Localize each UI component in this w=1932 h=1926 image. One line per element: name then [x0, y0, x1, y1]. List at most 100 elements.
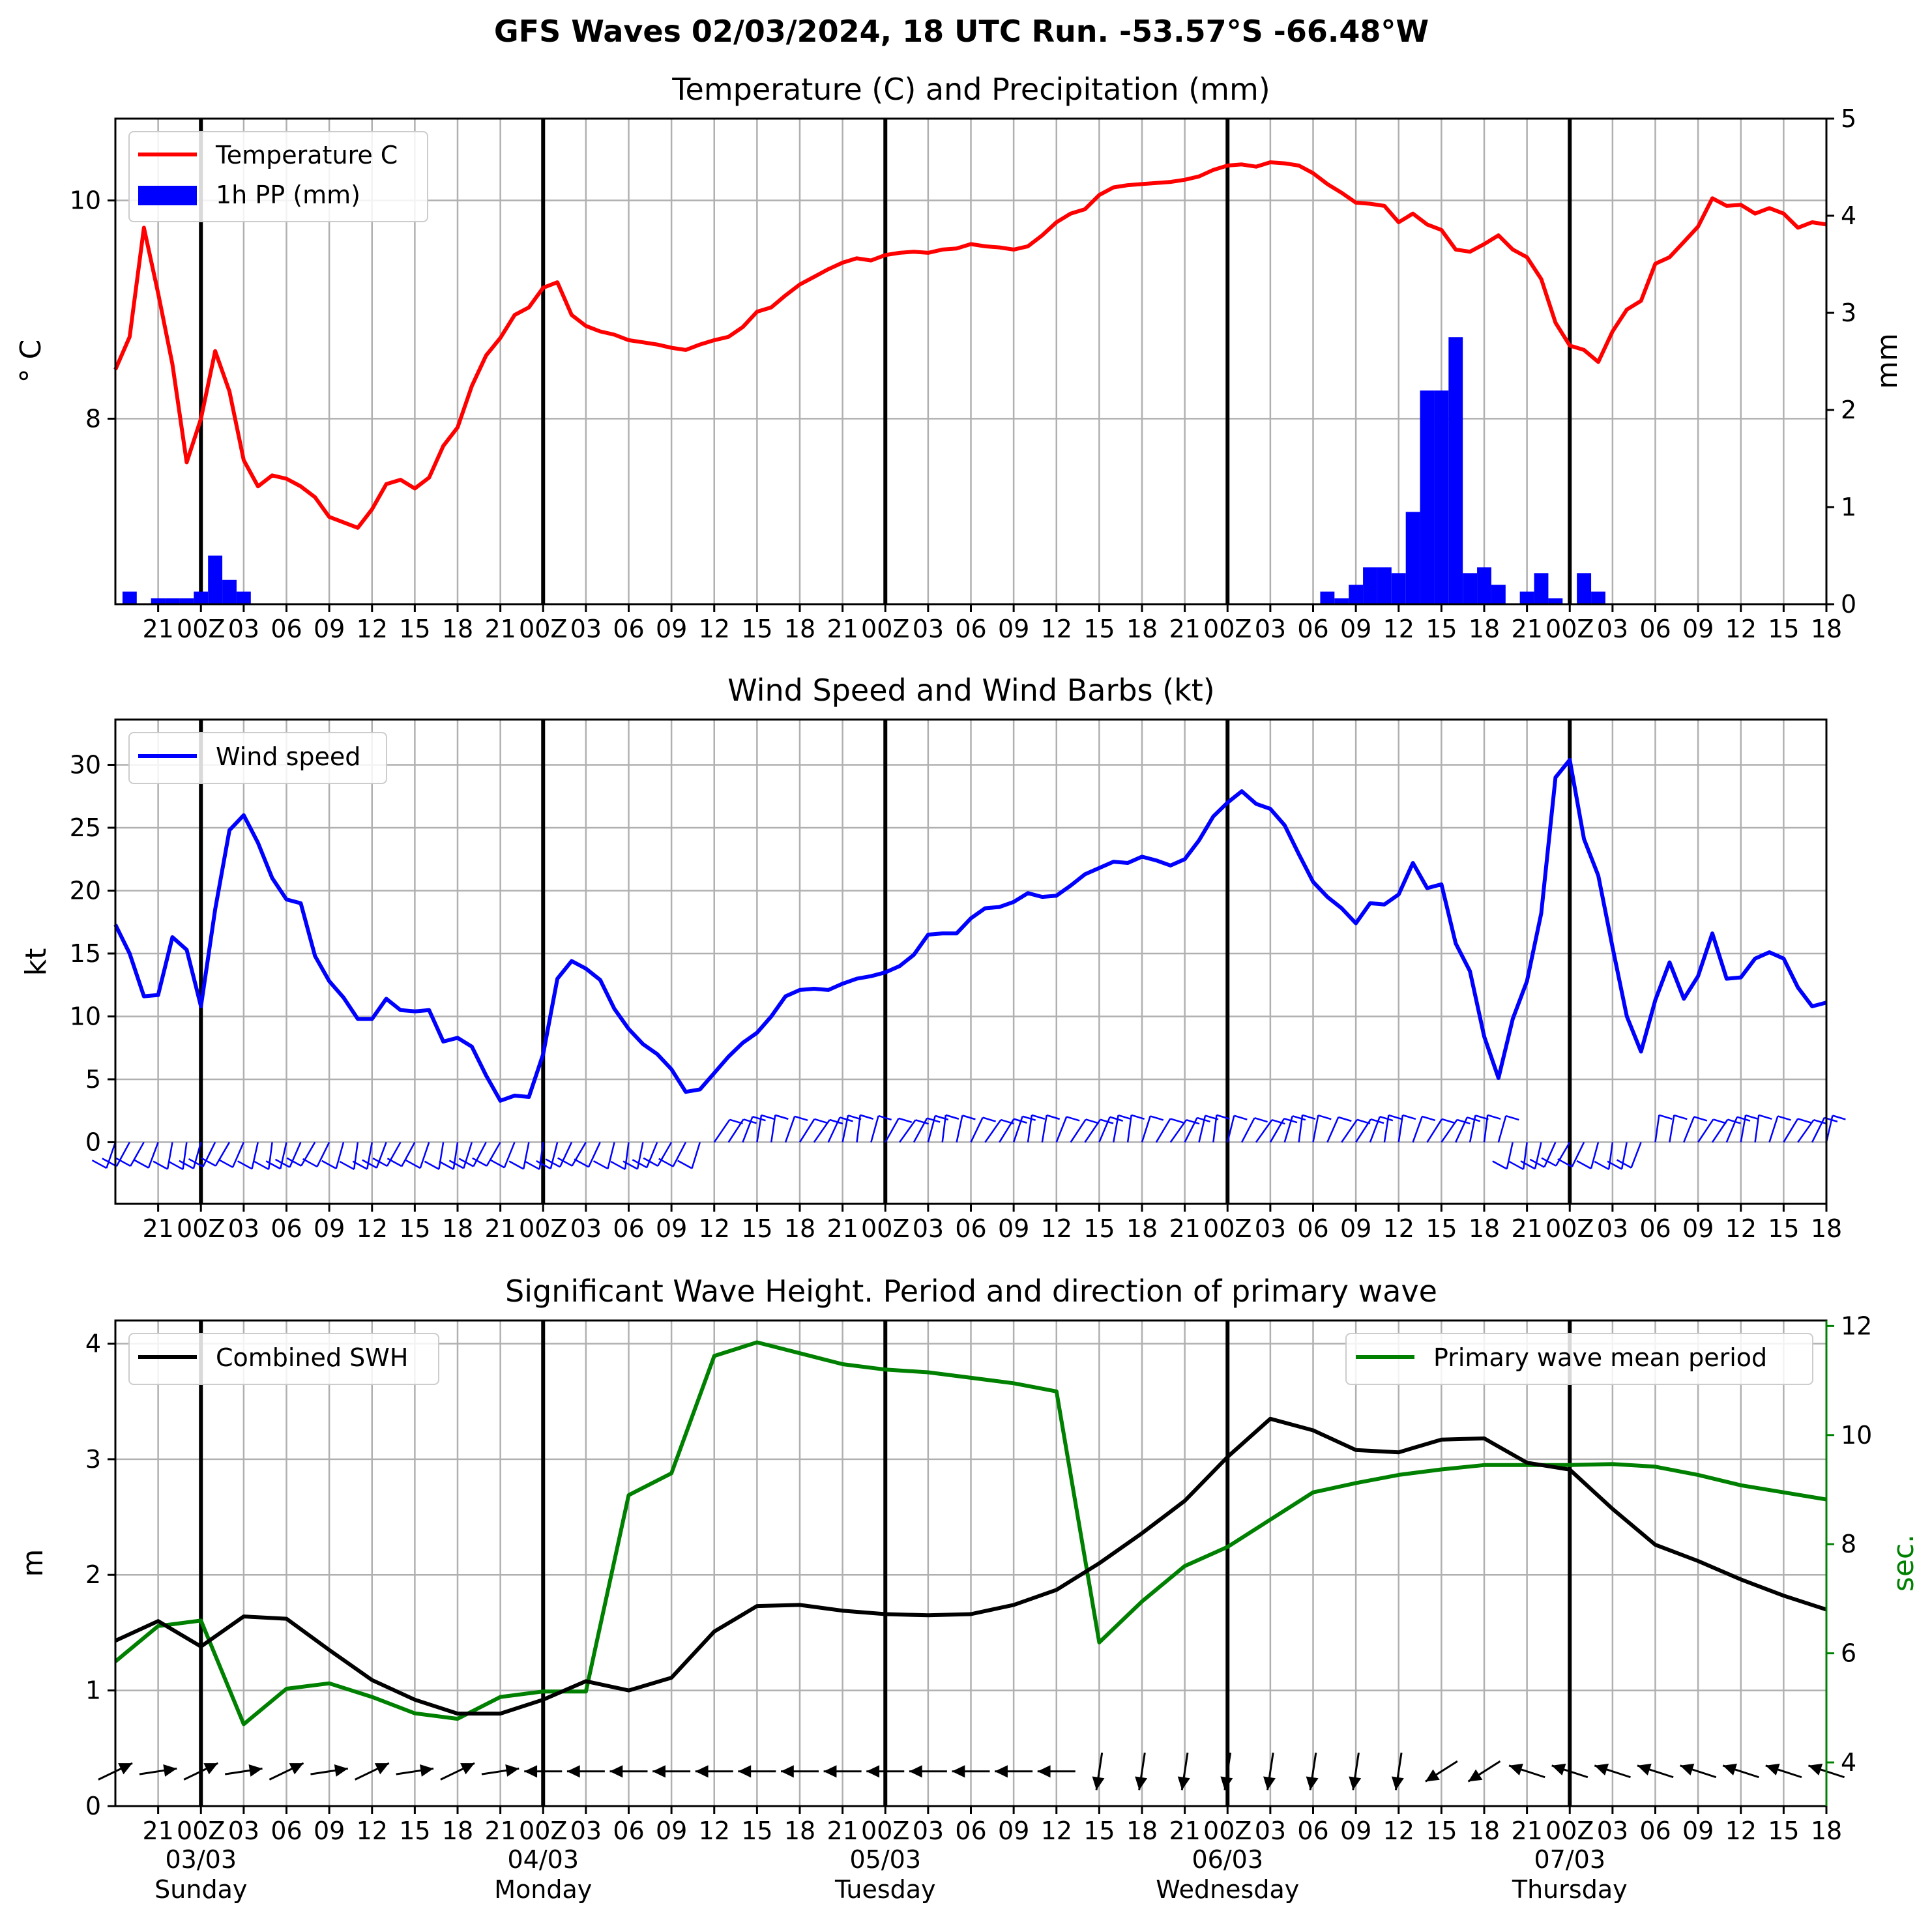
wind-barb-flag [945, 1114, 959, 1120]
wind-barb-staff [1341, 1119, 1358, 1143]
wind-barb-staff [280, 1142, 287, 1169]
x-tick-label: 21 [1169, 615, 1200, 643]
x-tick-label: 15 [1426, 1214, 1457, 1243]
y-tick-label: 30 [70, 750, 101, 779]
wave-direction-arrow [1220, 1752, 1233, 1790]
panel-temperature: Temperature (C) and Precipitation (mm) 8… [14, 72, 1904, 643]
wind-barbs [91, 1114, 1846, 1171]
wind-barb-staff [130, 1141, 145, 1167]
x-tick-label: 18 [1811, 615, 1842, 643]
wind-barb-staff [251, 1142, 259, 1169]
wave-direction-arrow [1037, 1765, 1076, 1778]
wind-barb-flag [321, 1160, 337, 1169]
wind-barb-flag [1797, 1118, 1811, 1124]
precip-bar [1377, 567, 1392, 604]
wind-barb-staff [587, 1141, 601, 1168]
wind-barb-staff [214, 1141, 231, 1167]
x-tick-label: 09 [998, 1214, 1029, 1243]
wind-barb-staff [267, 1142, 273, 1170]
wave-direction-arrow [1391, 1752, 1404, 1790]
date-label: 04/03 [507, 1845, 579, 1874]
wind-barb-flag [643, 1157, 658, 1167]
wave-direction-arrow [139, 1764, 177, 1777]
temp-y-axis-label: ° C [14, 340, 48, 383]
x-tick-label: 12 [1725, 1214, 1757, 1243]
x-tick-label: 21 [142, 1214, 173, 1243]
wind-barb-flag [1492, 1160, 1508, 1170]
wave-arrow-head [524, 1765, 538, 1778]
wind-barb-staff [657, 1141, 673, 1167]
wave-arrow-head [738, 1765, 752, 1778]
wind-barb-flag [1736, 1116, 1751, 1122]
y2-tick-label: 6 [1841, 1639, 1856, 1668]
precip-bar [208, 555, 223, 604]
wind-barb-staff [522, 1142, 530, 1169]
wind-barb-flag [1186, 1118, 1200, 1125]
wave-arrow-head [334, 1764, 348, 1777]
x-tick-label: 18 [442, 615, 473, 643]
x-tick-label: 15 [741, 1214, 772, 1243]
x-tick-label: 21 [1169, 1214, 1200, 1243]
wind-barb-flag [935, 1115, 949, 1121]
wave-arrow-head [1037, 1765, 1051, 1778]
wind-barb-staff [1697, 1118, 1714, 1143]
y2-tick-label: 12 [1841, 1311, 1872, 1340]
wind-barb-staff [486, 1141, 501, 1167]
wave-arrow-head [1637, 1763, 1652, 1776]
wind-barb-staff [842, 1115, 849, 1143]
wave-arrow-head [460, 1763, 475, 1775]
wave-direction-arrow [609, 1765, 648, 1778]
wind-barb-staff [115, 1141, 130, 1167]
wave-direction-arrow [354, 1762, 390, 1781]
precip-bar [1463, 573, 1478, 604]
precip-bar [1491, 585, 1506, 604]
x-tick-label: 12 [357, 1214, 388, 1243]
wind-barb-flag [878, 1115, 892, 1121]
x-tick-label: 18 [784, 615, 815, 643]
wind-barb-flag [115, 1157, 131, 1167]
x-tick-label: 15 [1083, 615, 1115, 643]
swh-legend-label: Combined SWH [216, 1343, 408, 1372]
x-tick-label: 21 [484, 1214, 516, 1243]
wave-direction-arrow [781, 1765, 819, 1778]
precip-bar [1420, 390, 1435, 604]
wind-barb-flag [1216, 1114, 1230, 1120]
x-tick-label: 00Z [1203, 1817, 1251, 1845]
wave-arrow-head [995, 1765, 1008, 1778]
wave-direction-arrow [1637, 1763, 1674, 1779]
precip-bar [222, 579, 237, 604]
wind-barb-staff [1620, 1142, 1628, 1169]
wind-barb-flag [1541, 1157, 1557, 1167]
weekday-label: Sunday [154, 1875, 247, 1904]
x-tick-label: 18 [442, 1214, 473, 1243]
wave-direction-arrow [1508, 1763, 1545, 1779]
y-tick-label: 5 [85, 1065, 101, 1094]
wind-barb-flag [405, 1160, 421, 1169]
weekday-label: Monday [494, 1875, 592, 1904]
precip-bars [122, 337, 1605, 604]
x-tick-label: 18 [1811, 1214, 1842, 1243]
date-label: 05/03 [849, 1845, 921, 1874]
wind-x-ticks: 21 00Z 03 06 09 12 15 18 21 00Z 03 06 09 12 15 18 21 00Z 0… [142, 1204, 1842, 1243]
wind-barb-staff [353, 1142, 359, 1170]
x-tick-label: 03 [570, 1817, 602, 1845]
wind-barb-flag [1388, 1114, 1402, 1120]
wave-arrow-head [1468, 1769, 1483, 1782]
x-tick-label: 12 [1725, 615, 1757, 643]
x-tick-label: 18 [1811, 1817, 1842, 1845]
x-tick-label: 00Z [1203, 1214, 1251, 1243]
wave-direction-arrow [481, 1764, 520, 1777]
x-tick-label: 21 [484, 1817, 516, 1845]
wind-barb-flag [1085, 1118, 1100, 1124]
wind-barb-staff [419, 1142, 430, 1169]
wind-barb-flag [1467, 1116, 1481, 1122]
temp-legend-precip: 1h PP (mm) [216, 181, 360, 209]
wind-barb-staff [1825, 1115, 1834, 1143]
wave-arrow-head [1509, 1763, 1523, 1776]
x-tick-label: 18 [442, 1817, 473, 1845]
wind-barb-staff [1590, 1142, 1600, 1169]
x-tick-label: 15 [1768, 615, 1799, 643]
wind-barb-flag [387, 1158, 402, 1167]
waves-x-ticks: 21 00Z 03 06 09 12 15 18 21 00Z 03 06 09 12 15 18 21 00Z 0… [142, 1806, 1842, 1845]
wind-barb-staff [549, 1142, 559, 1169]
